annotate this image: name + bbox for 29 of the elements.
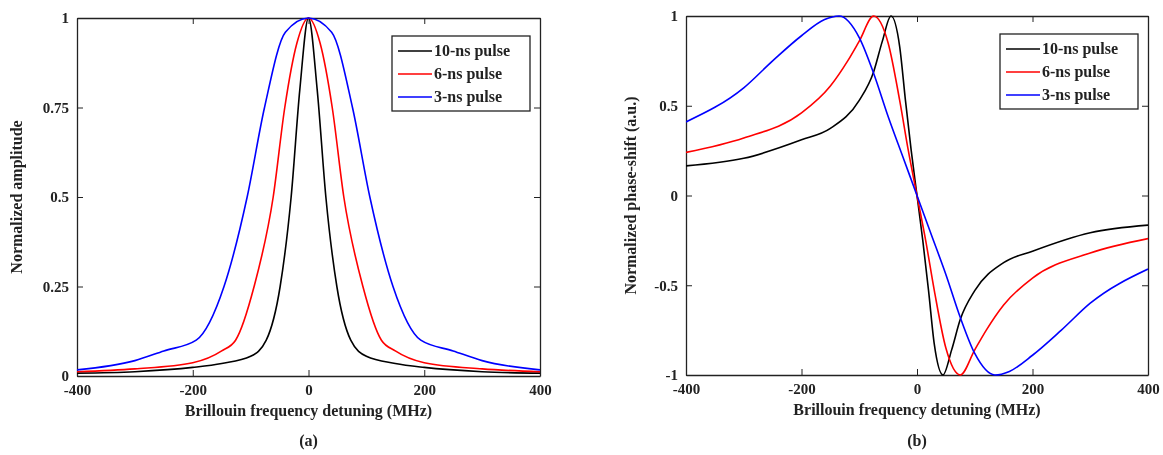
y-tick-label: 0.5 [50,189,69,206]
legend-label: 6-ns pulse [1042,63,1111,81]
y-tick-label: 1 [61,10,69,27]
x-tick-label: 400 [529,381,552,398]
y-axis-title: Normalized phase-shift (a.u.) [622,96,640,295]
text: (b) [907,432,927,450]
y-tick-label: 0.5 [659,98,678,115]
x-tick-label: 400 [1137,380,1160,397]
x-axis-title: Brillouin frequency detuning (MHz) [793,401,1041,419]
legend-label: 6-ns pulse [434,65,503,83]
legend-label: 3-ns pulse [1042,86,1111,104]
x-tick-label: 200 [413,381,436,398]
legend-label: 10-ns pulse [1042,40,1119,58]
y-axis-title: Normalized amplitude [8,120,26,274]
text: (a) [299,432,318,450]
x-tick-label: -200 [788,380,816,397]
y-tick-label: 0 [670,187,678,204]
x-tick-label: 200 [1021,380,1045,397]
x-tick-label: 0 [305,381,313,398]
x-tick-label: 0 [913,380,922,397]
y-tick-label: -0.5 [654,277,678,294]
legend-label: 10-ns pulse [434,42,511,60]
x-axis-title: Brillouin frequency detuning (MHz) [184,402,433,420]
y-tick-label: 0.75 [42,99,69,116]
line-series [686,15,1148,376]
y-tick-label: 0.25 [42,278,69,295]
legend-label: 3-ns pulse [434,88,503,106]
x-tick-label: -200 [179,381,207,398]
y-tick-label: 1 [670,8,678,25]
